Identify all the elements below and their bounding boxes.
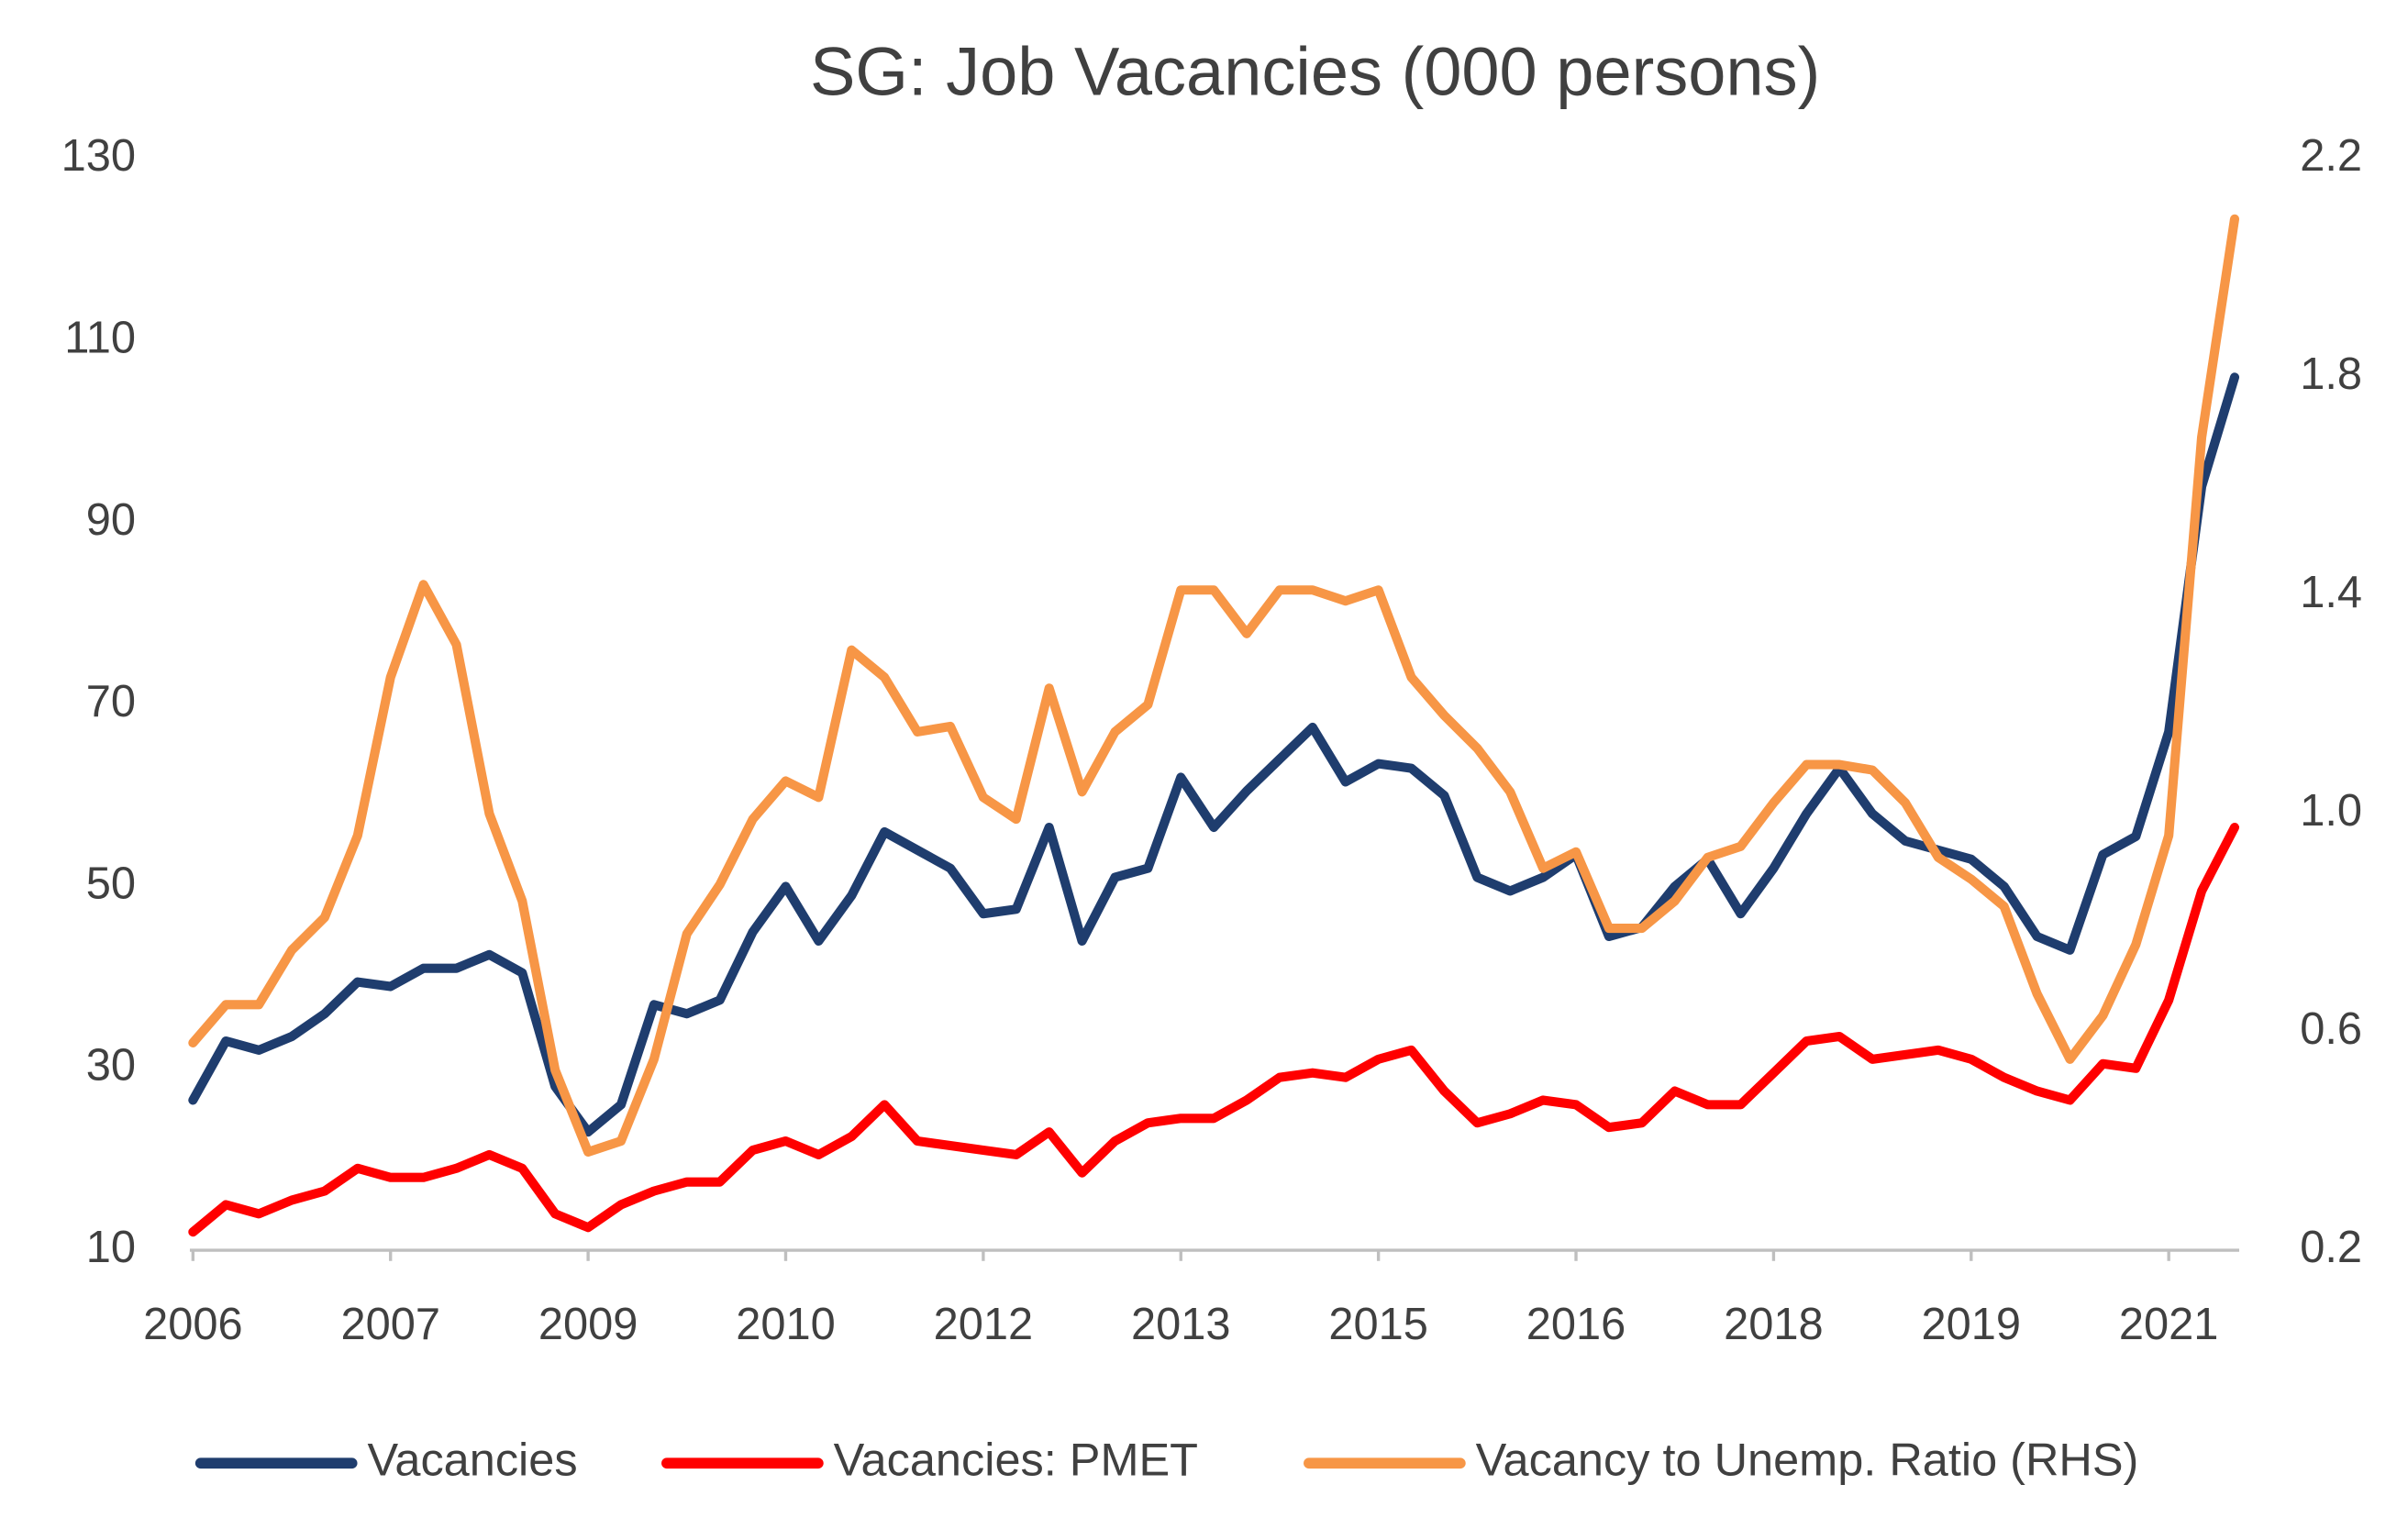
y-tick-label: 110: [64, 314, 136, 363]
y-tick-label: 90: [86, 495, 136, 545]
y2-tick-label: 1.4: [2300, 568, 2362, 617]
legend-label: Vacancies: [367, 1434, 577, 1486]
series-line: [188, 822, 2240, 1237]
series-line: [188, 214, 2240, 1157]
series-line: [188, 372, 2240, 1137]
x-tick-label: 2012: [934, 1300, 1034, 1349]
y-tick-label: 10: [86, 1223, 136, 1272]
chart-title: SG: Job Vacancies (000 persons): [810, 34, 1820, 110]
y-tick-label: 130: [61, 131, 136, 181]
x-tick-label: 2018: [1724, 1300, 1824, 1349]
legend-label: Vacancy to Unemp. Ratio (RHS): [1476, 1434, 2139, 1486]
y2-tick-label: 1.0: [2300, 786, 2362, 836]
y2-tick-label: 0.2: [2300, 1223, 2362, 1272]
x-tick-label: 2021: [2119, 1300, 2219, 1349]
y2-tick-label: 1.8: [2300, 349, 2362, 399]
legend-label: Vacancies: PMET: [834, 1434, 1198, 1486]
y2-tick-label: 2.2: [2300, 131, 2362, 181]
x-tick-label: 2013: [1131, 1300, 1231, 1349]
y-tick-label: 70: [86, 677, 136, 726]
x-tick-label: 2016: [1526, 1300, 1626, 1349]
x-tick-label: 2015: [1328, 1300, 1428, 1349]
x-tick-label: 2007: [340, 1300, 440, 1349]
x-tick-label: 2006: [143, 1300, 243, 1349]
y-tick-label: 50: [86, 859, 136, 908]
x-tick-label: 2019: [1922, 1300, 2022, 1349]
x-tick-label: 2010: [736, 1300, 836, 1349]
y-tick-label: 30: [86, 1041, 136, 1091]
y2-tick-label: 0.6: [2300, 1004, 2362, 1054]
x-tick-label: 2009: [538, 1300, 638, 1349]
